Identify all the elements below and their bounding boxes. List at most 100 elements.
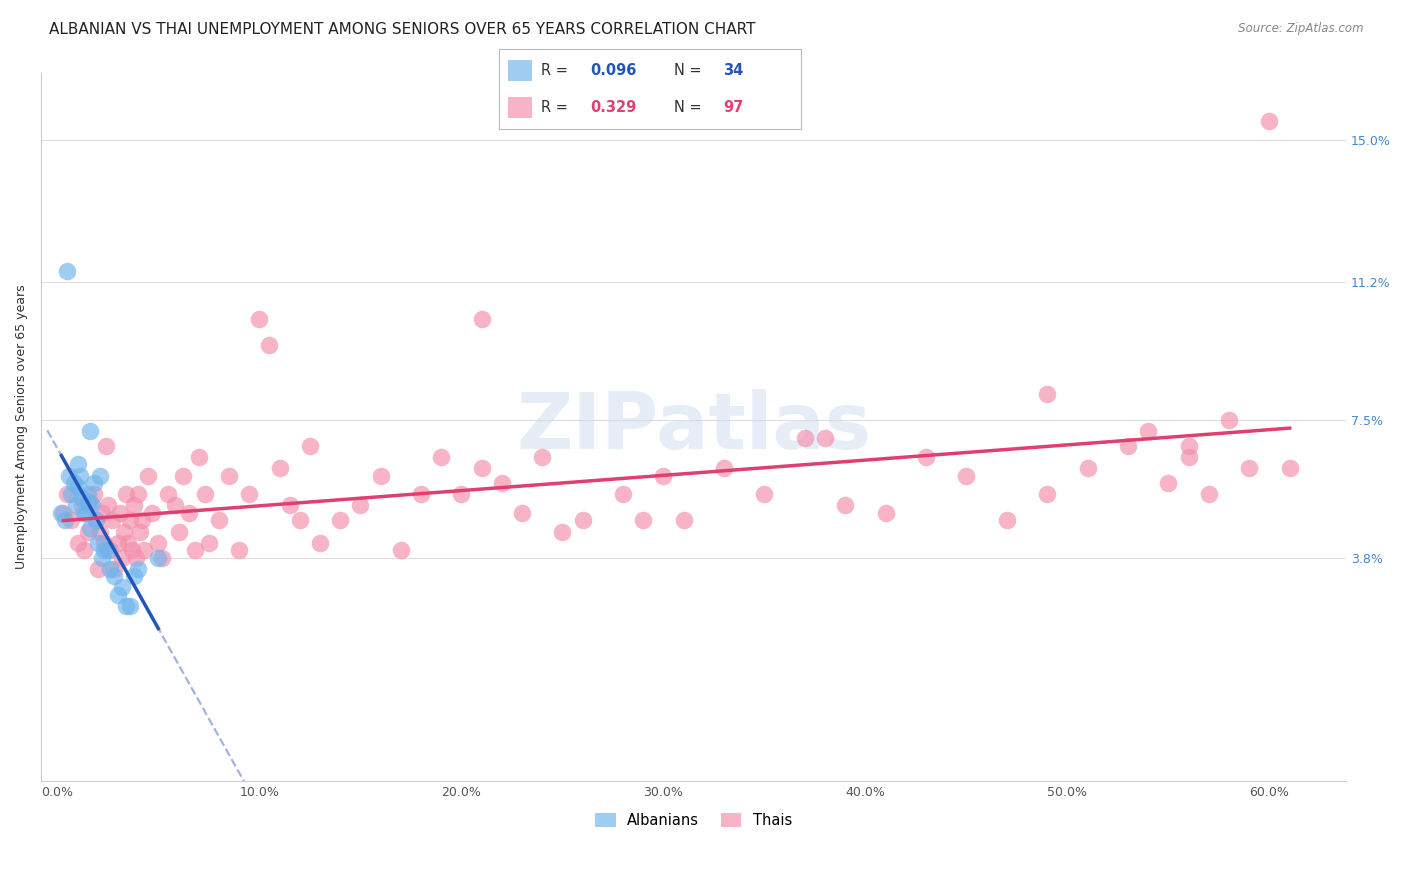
Point (127, 562, 149, 576)
Point (75, 506, 97, 520)
Point (51, 506, 73, 520)
Point (612, 487, 634, 501)
Point (148, 535, 170, 549)
Point (430, 450, 453, 464)
Point (101, 513, 124, 527)
Point (309, 535, 332, 549)
Point (121, 543, 143, 558)
Point (1177, 439, 1199, 453)
Point (450, 487, 472, 501)
Text: ZIPatlas: ZIPatlas (516, 389, 872, 465)
Point (52, 506, 75, 520)
Point (713, 461, 735, 475)
Point (90, 506, 112, 520)
Point (79, 521, 101, 535)
Point (834, 499, 856, 513)
Point (1278, 461, 1301, 475)
Point (1077, 461, 1099, 475)
Point (80, 499, 103, 513)
Point (1137, 424, 1160, 438)
Point (112, 524, 135, 539)
Point (60, 487, 83, 501)
Point (98, 562, 121, 576)
Point (69, 468, 91, 483)
Point (117, 535, 139, 549)
Text: R =: R = (541, 100, 574, 115)
Point (136, 468, 159, 483)
Point (349, 499, 371, 513)
Point (62, 476, 84, 491)
Text: Source: ZipAtlas.com: Source: ZipAtlas.com (1239, 22, 1364, 36)
Point (551, 524, 574, 539)
Point (672, 513, 695, 527)
Bar (508, 61, 533, 81)
Point (97, 499, 120, 513)
Point (56, 487, 79, 501)
Point (148, 550, 170, 565)
Point (198, 535, 221, 549)
Point (98, 543, 121, 558)
Point (1116, 439, 1139, 453)
Point (79, 494, 101, 508)
Point (93, 543, 115, 558)
Point (87, 562, 110, 576)
Point (184, 543, 207, 558)
Point (471, 312, 494, 326)
Point (87, 535, 110, 549)
Point (141, 506, 163, 520)
Point (652, 468, 675, 483)
Point (134, 543, 156, 558)
Point (510, 506, 533, 520)
Point (94, 439, 117, 453)
Point (70, 491, 93, 505)
Point (89, 468, 111, 483)
Point (1239, 461, 1261, 475)
Point (90, 550, 112, 565)
Text: N =: N = (675, 63, 707, 78)
Point (108, 506, 131, 520)
Point (228, 543, 250, 558)
Point (238, 487, 260, 501)
Point (531, 450, 554, 464)
Point (389, 543, 412, 558)
Point (66, 535, 89, 549)
Point (1157, 476, 1180, 491)
Text: N =: N = (675, 100, 707, 115)
Point (194, 487, 217, 501)
Point (370, 468, 392, 483)
Point (60, 513, 83, 527)
Point (125, 550, 148, 565)
Point (122, 499, 145, 513)
Point (793, 431, 815, 445)
Point (571, 513, 593, 527)
Point (107, 535, 129, 549)
Point (84, 513, 107, 527)
Point (259, 338, 281, 352)
Point (56, 263, 79, 277)
Point (103, 569, 125, 583)
Point (814, 431, 837, 445)
Point (157, 487, 180, 501)
Point (631, 513, 654, 527)
Point (208, 513, 231, 527)
Point (72, 506, 94, 520)
Point (58, 468, 80, 483)
Legend: Albanians, Thais: Albanians, Thais (589, 807, 799, 834)
Point (120, 599, 142, 613)
Point (152, 550, 174, 565)
Point (111, 550, 134, 565)
Point (115, 599, 138, 613)
Point (83, 476, 105, 491)
Point (269, 461, 291, 475)
Point (65, 499, 87, 513)
Point (76, 487, 98, 501)
Point (491, 476, 513, 491)
Point (111, 581, 134, 595)
Point (66, 480, 89, 494)
Point (163, 499, 186, 513)
Point (120, 513, 142, 527)
Point (107, 588, 129, 602)
Point (97, 543, 120, 558)
Y-axis label: Unemployment Among Seniors over 65 years: Unemployment Among Seniors over 65 years (15, 285, 28, 569)
Point (122, 569, 145, 583)
